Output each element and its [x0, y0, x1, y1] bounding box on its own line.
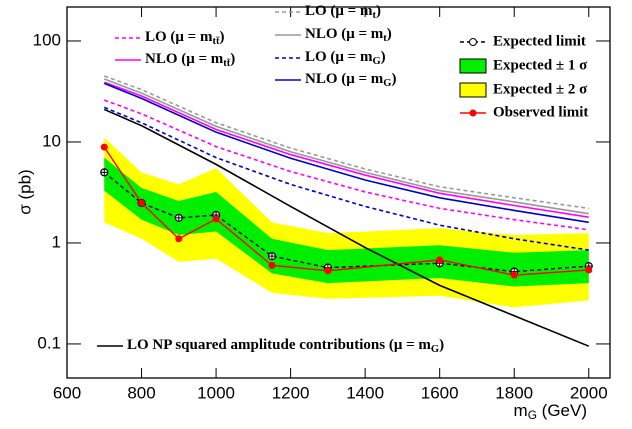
legend-label: Expected ± 1 σ: [493, 57, 588, 73]
legend-label: LO (μ = mG): [305, 49, 386, 67]
legend-label-part: NLO (μ = m: [305, 26, 384, 42]
legend-label-part: NLO (μ = m: [305, 71, 384, 87]
legend-label-part: LO (μ = m: [145, 29, 213, 45]
marker-cross: [100, 168, 108, 176]
plot-frame: [66, 6, 611, 379]
legend-label-part: LO (μ = m: [305, 49, 373, 65]
legend-swatch: [459, 82, 487, 98]
legend-label-part: LO NP squared amplitude contributions (μ…: [127, 337, 431, 353]
legend-label-part: LO (μ = m: [305, 3, 373, 19]
observed-point: [436, 256, 444, 264]
theory-curve: [103, 99, 589, 231]
legend-label: LO (μ = mtt̄): [145, 29, 224, 47]
y-tick-label: 100: [33, 30, 61, 49]
x-tick-label: 1200: [272, 383, 310, 402]
observed-point: [138, 199, 146, 207]
legend-label-part: t: [372, 10, 376, 21]
theory-curve: [103, 108, 590, 347]
x-tick-label: 800: [127, 383, 155, 402]
x-axis-label-part: m: [514, 401, 528, 420]
x-tick-label: 1400: [346, 383, 384, 402]
x-axis-label-part: G: [528, 408, 537, 422]
limit-line: [103, 171, 589, 273]
x-tick-label: 1000: [197, 383, 235, 402]
observed-point: [585, 266, 593, 274]
legend-label: NLO (μ = mt): [305, 26, 392, 44]
legend-label-part: ): [391, 71, 396, 87]
y-axis-label: σ (pb): [15, 169, 34, 214]
observed-point: [268, 261, 276, 269]
legend-label-part: G: [431, 344, 439, 355]
theory-curve: [103, 106, 589, 251]
observed-point: [324, 267, 332, 275]
x-axis-label-part: (GeV): [537, 401, 587, 420]
legend-label-part: G: [372, 56, 380, 67]
legend-label-part: ): [381, 49, 386, 65]
legend-label: LO (μ = mt): [305, 3, 381, 21]
y-tick-label: 0.1: [37, 333, 61, 352]
observed-point: [175, 235, 183, 243]
theory-curve: [103, 78, 589, 215]
legend-label-part: ): [439, 337, 444, 353]
plot-area: [100, 75, 593, 347]
legend-label-part: ): [230, 51, 235, 67]
observed-point: [212, 215, 220, 223]
x-tick-label: 1600: [421, 383, 459, 402]
legend-marker: [469, 38, 477, 46]
legend-label: Expected limit: [493, 33, 586, 49]
legend-label-part: G: [383, 78, 391, 89]
legend-swatch: [459, 58, 487, 74]
marker-cross: [268, 252, 276, 260]
legend-label-part: ): [219, 29, 224, 45]
theory-curve: [103, 75, 589, 210]
theory-curve: [103, 82, 589, 224]
observed-point: [510, 271, 518, 279]
x-tick-label: 1800: [495, 383, 533, 402]
legend-label: Observed limit: [493, 104, 588, 120]
legend-marker: [469, 109, 477, 117]
band: [104, 157, 589, 287]
observed-point: [100, 143, 108, 151]
legend-label-part: tt̄: [223, 58, 230, 69]
x-tick-label: 600: [53, 383, 81, 402]
y-tick-label: 1: [52, 232, 61, 251]
x-axis-label: mG (GeV): [514, 401, 587, 422]
legend-label-part: t: [383, 33, 387, 44]
legend-label-part: ): [387, 26, 392, 42]
legend-label: LO NP squared amplitude contributions (μ…: [127, 337, 444, 355]
legend-label: Expected ± 2 σ: [493, 81, 588, 97]
legend-label-part: tt̄: [212, 36, 219, 47]
y-tick-label: 10: [42, 131, 61, 150]
legend-label: NLO (μ = mtt̄): [145, 51, 235, 69]
legend-label-part: ): [376, 3, 381, 19]
x-tick-label: 2000: [570, 383, 608, 402]
legend-label-part: NLO (μ = m: [145, 51, 224, 67]
legend-label: NLO (μ = mG): [305, 71, 396, 89]
theory-curve: [103, 81, 589, 218]
marker-cross: [175, 214, 183, 222]
